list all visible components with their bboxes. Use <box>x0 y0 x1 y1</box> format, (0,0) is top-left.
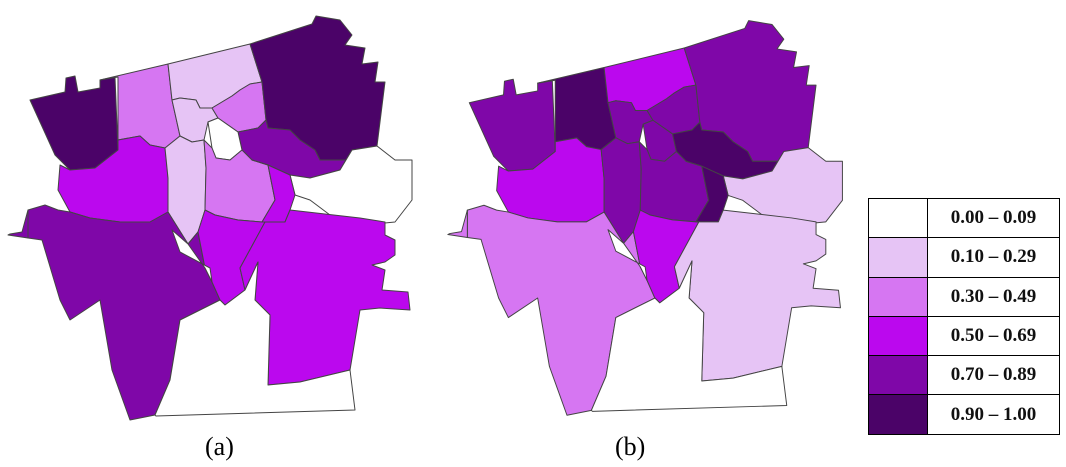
map-b-region-gap <box>607 229 648 281</box>
legend-label: 0.70 – 0.89 <box>950 364 1037 386</box>
map-a-svg <box>7 15 413 421</box>
legend-row: 0.30 – 0.49 <box>869 277 1059 317</box>
legend-label: 0.10 – 0.29 <box>950 246 1037 268</box>
map-a-region-south <box>154 261 356 417</box>
legend-label: 0.90 – 1.00 <box>950 403 1037 425</box>
choropleth-map-a <box>0 0 430 430</box>
legend-swatch <box>869 277 928 316</box>
map-a-region-west-arm <box>7 209 29 239</box>
legend-label: 0.50 – 0.69 <box>950 325 1037 347</box>
legend-swatch <box>869 316 928 356</box>
legend-row: 0.00 – 0.09 <box>869 199 1059 239</box>
map-b-region-west-arm <box>447 209 468 238</box>
legend-swatch <box>869 395 928 434</box>
legend-label: 0.00 – 0.09 <box>950 207 1037 229</box>
legend-label: 0.30 – 0.49 <box>950 285 1037 307</box>
legend-swatch <box>869 356 928 395</box>
legend-row: 0.50 – 0.69 <box>869 316 1059 357</box>
legend-row: 0.90 – 1.00 <box>869 395 1059 435</box>
map-b-region-northwest <box>468 78 556 172</box>
map-a-region-gap <box>171 229 213 283</box>
legend-row: 0.10 – 0.29 <box>869 238 1059 278</box>
map-b-svg <box>447 20 843 416</box>
choropleth-map-b <box>440 0 860 430</box>
legend-swatch <box>869 199 928 238</box>
map-b-region-south <box>590 260 788 412</box>
legend-row: 0.70 – 0.89 <box>869 356 1059 396</box>
caption-a: (a) <box>205 432 234 461</box>
caption-b: (b) <box>615 432 646 461</box>
legend-swatch <box>869 238 928 277</box>
map-a-region-northwest <box>29 75 119 171</box>
map-legend: 0.00 – 0.09 0.10 – 0.29 0.30 – 0.49 0.50… <box>868 198 1060 435</box>
